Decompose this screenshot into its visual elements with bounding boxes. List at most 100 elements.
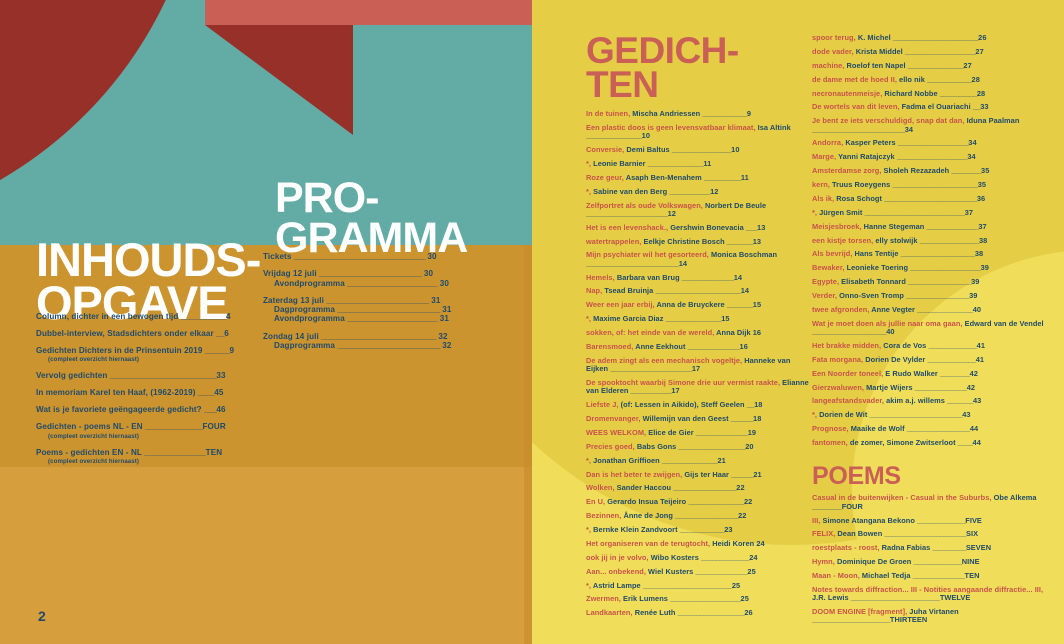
poem-entry[interactable]: Het organiseren van de terugtocht, Heidi… [586,538,812,548]
toc-row[interactable]: Gedichten Dichters in de Prinsentuin 201… [36,346,268,364]
poem-title: de dame met de hoed II, [812,74,900,84]
poem-entry[interactable]: *, Leonie Barnier _______________11 [586,159,812,168]
poem-entry[interactable]: *, Maxime Garcia Diaz _______________15 [586,315,812,323]
toc-row[interactable]: Wat is je favoriete geëngageerde gedicht… [36,406,268,415]
poem-entry[interactable]: machine, Roelof ten Napel ______________… [812,61,1052,70]
programma-row[interactable]: Dagprogramma _________________________ 3… [263,305,513,314]
poem-entry[interactable]: *, Astrid Lampe ________________________… [586,581,812,590]
poem-entry[interactable]: FELIX, Dean Bowen ______________________… [812,530,1052,538]
poem-dots: _________________ [906,291,970,301]
poem-entry[interactable]: *, Jonathan Griffioen _______________21 [586,456,812,465]
poem-entry[interactable]: Gierzwaluwen, Martje Wijers ____________… [812,383,1052,392]
poem-entry[interactable]: Weer een jaar erbij, Anna de Bruyckere _… [586,301,812,309]
poem-page: 40 [886,327,895,337]
poem-author: Edward van de Vendel [964,318,1044,328]
poem-entry[interactable]: Een plastic doos is geen levensvatbaar k… [586,123,812,141]
poem-entry[interactable]: Andorra, Kasper Peters _________________… [812,139,1052,147]
poem-page: NINE [961,557,980,567]
poem-page: 25 [747,566,756,576]
toc-row[interactable]: Dubbel-interview, Stadsdichters onder el… [36,329,268,338]
poem-entry[interactable]: Fata morgana, Dorien De Vylder _________… [812,355,1052,364]
poem-entry[interactable]: Barensmoed, Anne Eekhout ______________1… [586,342,812,351]
poem-entry[interactable]: Bezinnen, Ånne de Jong _________________… [586,512,812,520]
toc-row[interactable]: Poems - gedichten EN - NL ______________… [36,448,268,466]
poem-entry[interactable]: Meisjesbroek, Hanne Stegeman ___________… [812,222,1052,231]
poem-author: Wiel Kusters [648,566,696,576]
poem-entry[interactable]: Aan... onbekend, Wiel Kusters __________… [586,566,812,576]
poem-title: Het organiseren van de terugtocht, [586,538,713,548]
poem-entry[interactable]: Roze geur, Asaph Ben-Menahem __________1… [586,173,812,182]
programma-row[interactable]: Avondprogramma ______________________ 31 [263,314,513,323]
poem-entry[interactable]: De wortels van dit leven, Fadma el Ouari… [812,103,1052,111]
poem-entry[interactable]: Je bent ze iets verschuldigd, snap dat d… [812,117,1052,134]
poem-entry[interactable]: Hemels, Barbara van Brug ______________1… [586,273,812,282]
poem-page: 9 [746,109,752,118]
poem-entry[interactable]: *, Dorien de Wit _______________________… [812,411,1052,419]
poem-entry[interactable]: Prognose, Maaike de Wolf _______________… [812,425,1052,433]
poem-author: elly stolwijk [875,235,920,245]
poem-entry[interactable]: DOOM ENGINE [fragment], Juha Virtanen __… [812,607,1052,625]
poem-author: Fadma el Ouariachi [901,102,973,112]
poem-entry[interactable]: De spooktocht waarbij Simone drie uur ve… [586,378,812,396]
poem-entry[interactable]: Maan - Moon, Michael Tedja _____________… [812,571,1052,580]
poem-entry[interactable]: Precies goed, Babs Gons ________________… [586,442,812,451]
poem-title: Marge, [812,152,839,162]
poem-entry[interactable]: Mijn psychiater wil het gesorteerd, Moni… [586,251,812,268]
poem-entry[interactable]: *, Jürgen Smit _________________________… [812,208,1052,217]
poem-entry[interactable]: Liefste J, (of: Lessen in Aikido), Steff… [586,401,812,409]
poem-entry[interactable]: Casual in de buitenwijken - Casual in th… [812,494,1052,511]
poem-entry[interactable]: Marge, Yanni Ratajczyk _________________… [812,153,1052,161]
poem-entry[interactable]: Als ik, Rosa Schogt ____________________… [812,194,1052,203]
poem-entry[interactable]: fantomen, de zomer, Simone Zwitserloot _… [812,438,1052,447]
poem-entry[interactable]: roestplaats - roost, Radna Fabias ______… [812,544,1052,552]
poem-entry[interactable]: Nap, Tsead Bruinja _____________________… [586,287,812,295]
poem-entry[interactable]: spoor terug, K. Michel _________________… [812,33,1052,42]
poem-entry[interactable]: Dromenvanger, Willemijn van den Geest __… [586,414,812,423]
poem-entry[interactable]: Het brakke midden, Cora de Vos _________… [812,341,1052,350]
poem-entry[interactable]: Het is een levenshack., Gershwin Bonevac… [586,223,812,232]
poem-entry[interactable]: sokken, of: het einde van de wereld, Ann… [586,328,812,337]
poem-entry[interactable]: Zwermen, Erik Lumens ___________________… [586,595,812,603]
poem-entry[interactable]: kern, Truus Roeygens ___________________… [812,180,1052,189]
poem-entry[interactable]: En U, Gerardo Insua Teijeiro ___________… [586,498,812,506]
poem-entry[interactable]: Wolken, Sander Haccou _________________2… [586,484,812,492]
poem-entry[interactable]: *, Bernke Klein Zandvoort ____________23 [586,525,812,534]
poem-entry[interactable]: Bewaker, Leonieke Toering ______________… [812,264,1052,272]
poem-entry[interactable]: de dame met de hoed II, ello nik _______… [812,74,1052,84]
poem-entry[interactable]: langeafstandsvader, akim a.j. willems __… [812,397,1052,405]
toc-row[interactable]: Column, dichter in een bewogen tijd ____… [36,312,268,321]
programma-row[interactable]: Dagprogramma _________________________ 3… [263,341,513,350]
poem-entry[interactable]: dode vader, Krista Middel ______________… [812,47,1052,56]
programma-row[interactable]: Vrijdag 12 juli ________________________… [263,269,513,278]
poem-entry[interactable]: Dan is het beter te zwijgen, Gijs ter Ha… [586,470,812,479]
poem-entry[interactable]: In de tuinen, Mischa Andriessen ________… [586,109,812,118]
poem-entry[interactable]: Hymn, Dominique De Groen _____________NI… [812,557,1052,567]
poem-entry[interactable]: watertrappelen, Eelkje Christine Bosch _… [586,237,812,246]
programma-row[interactable]: Tickets ________________________________… [263,252,513,261]
poem-entry[interactable]: Verder, Onno-Sven Tromp ________________… [812,291,1052,301]
poem-entry[interactable]: Wat je moet doen als jullie naar oma gaa… [812,318,1052,337]
poem-entry[interactable]: Amsterdamse zorg, Sholeh Rezazadeh _____… [812,167,1052,175]
programma-dots: _________________________ [337,341,440,351]
poem-entry[interactable]: een kistje torsen, elly stolwijk _______… [812,235,1052,245]
toc-row[interactable]: In memoriam Karel ten Haaf, (1962-2019) … [36,389,268,398]
poem-entry[interactable]: III, Simone Atangana Bekono ____________… [812,516,1052,525]
poem-entry[interactable]: *, Sabine van den Berg ___________12 [586,187,812,196]
poem-entry[interactable]: necronautenmeisje, Richard Nobbe _______… [812,89,1052,98]
toc-row[interactable]: Vervolg gedichten ______________________… [36,372,268,381]
toc-row[interactable]: Gedichten - poems NL - EN ______________… [36,423,268,440]
poem-entry[interactable]: Landkaarten, Renée Luth ________________… [586,609,812,617]
poem-entry[interactable]: Zelfportret als oude Volkswagen, Norbert… [586,201,812,219]
poem-entry[interactable]: Egypte, Elisabeth Tonnard ______________… [812,278,1052,286]
poem-entry[interactable]: ook jij in je volvo, Wibo Kosters ______… [586,553,812,562]
poem-entry[interactable]: Notes towards diffraction... III - Notit… [812,585,1052,603]
poem-entry[interactable]: Als bevrijd, Hans Tentije ______________… [812,250,1052,258]
poem-entry[interactable]: WEES WELKOM, Elice de Gier _____________… [586,428,812,437]
poem-entry[interactable]: twee afgronden, Anne Vegter ____________… [812,305,1052,314]
programma-row[interactable]: Zondag 14 juli _________________________… [263,332,513,341]
poem-entry[interactable]: Conversie, Demi Baltus ________________1… [586,145,812,154]
poem-entry[interactable]: Een Noorder toneel, E Rudo Walker ______… [812,369,1052,378]
poem-entry[interactable]: De adem zingt als een mechanisch vogeltj… [586,356,812,374]
programma-row[interactable]: Zaterdag 13 juli _______________________… [263,296,513,305]
programma-row[interactable]: Avondprogramma ______________________ 30 [263,279,513,288]
